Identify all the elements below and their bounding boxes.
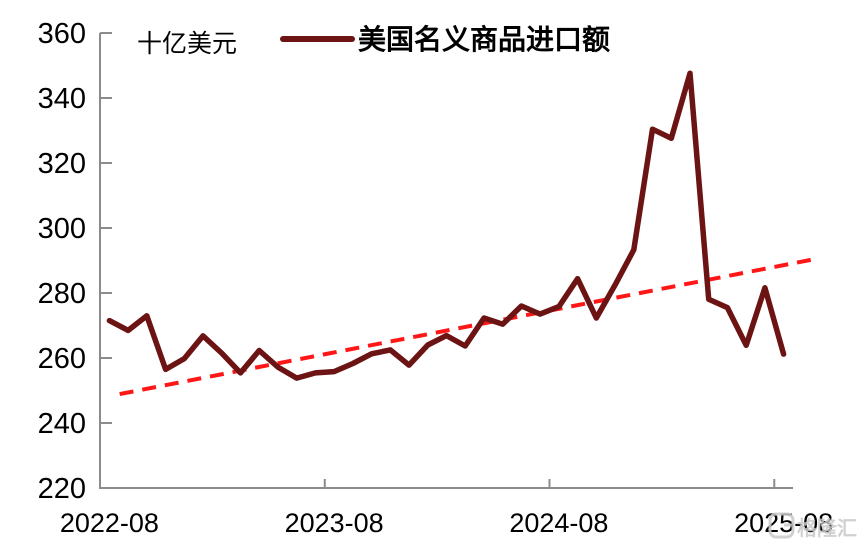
y-tick-label: 360: [38, 18, 86, 50]
y-tick-label: 260: [38, 343, 86, 375]
y-tick-label: 220: [38, 473, 86, 505]
y-tick-label: 280: [38, 278, 86, 310]
x-tick-label: 2024-08: [509, 508, 608, 538]
legend: 美国名义商品进口额: [280, 24, 610, 55]
y-tick-label: 320: [38, 148, 86, 180]
legend-label: 美国名义商品进口额: [358, 24, 610, 55]
gelonghui-watermark: 格隆汇: [768, 512, 857, 540]
unit-label: 十亿美元: [137, 30, 237, 58]
x-tick-label: 2023-08: [285, 508, 384, 538]
x-tick-label: 2022-08: [60, 508, 159, 538]
trend-line: [119, 256, 820, 397]
y-tick-label: 240: [38, 408, 86, 440]
watermark-text: 格隆汇: [797, 516, 857, 540]
imports-line: [106, 70, 787, 381]
y-tick-label: 340: [38, 83, 86, 115]
y-tick-label: 300: [38, 213, 86, 245]
